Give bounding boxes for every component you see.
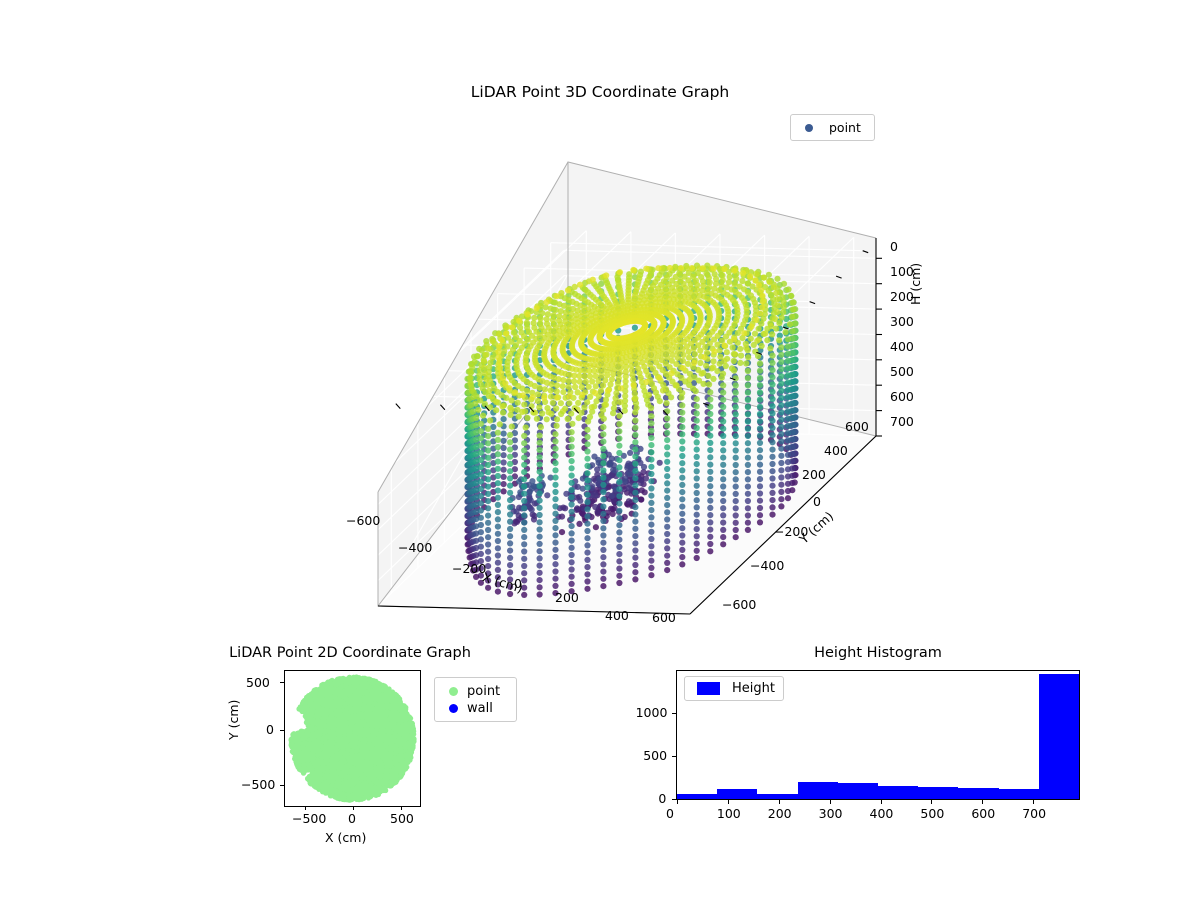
plot3d-ytick-4: 200 — [802, 467, 826, 482]
plot2d-ylabel: Y (cm) — [226, 700, 241, 740]
histogram-bar — [918, 787, 958, 799]
plot2d-ytickmark-0 — [280, 785, 284, 786]
plot2d-ytick-1: 0 — [266, 722, 274, 737]
histogram-ytickmark-1 — [672, 756, 676, 757]
histogram-bar — [999, 789, 1039, 799]
histogram-xtick-5: 500 — [920, 806, 944, 821]
histogram-xtickmark-5 — [931, 800, 932, 804]
histogram-xtickmark-0 — [677, 800, 678, 804]
histogram-xtickmark-7 — [1033, 800, 1034, 804]
histogram-ytick-1: 500 — [643, 748, 667, 763]
histogram-xtick-6: 600 — [971, 806, 995, 821]
height-color-swatch — [697, 682, 720, 695]
plot2d-xtickmark-1 — [353, 806, 354, 810]
plot3d-ytick-3: 0 — [813, 494, 821, 509]
histogram-xtick-2: 200 — [768, 806, 792, 821]
histogram-title: Height Histogram — [678, 645, 1078, 661]
figure-canvas: LiDAR Point 3D Coordinate Graph point — [0, 0, 1200, 900]
plot2d-ytickmark-2 — [280, 682, 284, 683]
plot2d-title: LiDAR Point 2D Coordinate Graph — [150, 645, 550, 661]
histogram-bar — [838, 783, 878, 799]
plot2d-points — [289, 674, 417, 802]
point-marker-icon — [449, 687, 458, 696]
plot3d-canvas — [300, 120, 940, 630]
plot3d-xtick-5: 400 — [605, 608, 629, 623]
plot3d-xtick-4: 200 — [555, 590, 579, 605]
plot2d-xtickmark-0 — [305, 806, 306, 810]
plot3d-ztick-5: 500 — [890, 364, 914, 379]
plot2d-axes[interactable] — [284, 670, 421, 807]
histogram-ytickmark-2 — [672, 713, 676, 714]
plot3d-xtick-2: −200 — [452, 561, 486, 576]
histogram-legend[interactable]: Height — [684, 676, 784, 701]
plot3d-ytick-0: −600 — [722, 597, 756, 612]
plot3d-ztick-3: 300 — [890, 314, 914, 329]
plot3d-xtick-0: −600 — [346, 513, 380, 528]
plot3d-ztick-6: 600 — [890, 389, 914, 404]
plot3d-ytick-1: −400 — [750, 558, 784, 573]
histogram-xtickmark-4 — [881, 800, 882, 804]
plot2d-canvas — [285, 671, 420, 806]
histogram-bar — [757, 794, 797, 799]
plot3d-ytick-5: 400 — [824, 443, 848, 458]
histogram-xtickmark-3 — [830, 800, 831, 804]
plot2d-xtick-0: −500 — [292, 811, 326, 826]
histogram-xtick-4: 400 — [870, 806, 894, 821]
histogram-xtick-1: 100 — [717, 806, 741, 821]
plot2d-ytick-0: −500 — [241, 777, 275, 792]
legend-item-wall: wall — [443, 700, 508, 717]
legend-label-height: Height — [732, 681, 775, 696]
legend-label-point: point — [467, 684, 500, 699]
plot2d-xtick-1: 0 — [348, 811, 356, 826]
plot2d-legend[interactable]: point wall — [434, 677, 517, 722]
wall-marker-icon — [449, 704, 458, 713]
histogram-bar — [798, 782, 838, 799]
plot2d-xlabel: X (cm) — [325, 830, 366, 845]
histogram-bar — [1039, 674, 1079, 799]
histogram-xtickmark-2 — [779, 800, 780, 804]
plot3d-title: LiDAR Point 3D Coordinate Graph — [0, 83, 1200, 101]
plot3d-zlabel: H (cm) — [908, 263, 923, 305]
histogram-xtickmark-6 — [982, 800, 983, 804]
histogram-ytickmark-0 — [672, 799, 676, 800]
plot3d-xtick-1: −400 — [398, 540, 432, 555]
plot3d-ytick-6: 600 — [845, 419, 869, 434]
histogram-bar — [958, 788, 998, 799]
histogram-bar — [717, 789, 757, 799]
legend-label-wall: wall — [467, 701, 493, 716]
plot3d-xtick-6: 600 — [652, 610, 676, 625]
legend-item-point: point — [443, 683, 508, 700]
legend-item-height: Height — [693, 681, 775, 696]
plot2d-xtick-2: 500 — [390, 811, 414, 826]
plot3d-ztick-0: 0 — [890, 239, 898, 254]
plot2d-xtickmark-2 — [401, 806, 402, 810]
plot2d-ytick-2: 500 — [246, 675, 270, 690]
plot3d-axes[interactable]: −600 −400 −200 0 200 400 600 X (cm) −600… — [300, 120, 940, 630]
plot3d-ztick-7: 700 — [890, 414, 914, 429]
histogram-xtick-3: 300 — [819, 806, 843, 821]
histogram-ytick-0: 0 — [658, 791, 666, 806]
histogram-bar — [677, 794, 717, 799]
histogram-ytick-2: 1000 — [636, 705, 668, 720]
plot3d-ztick-4: 400 — [890, 339, 914, 354]
histogram-xtickmark-1 — [728, 800, 729, 804]
plot2d-ytickmark-1 — [280, 730, 284, 731]
histogram-xtick-7: 700 — [1022, 806, 1046, 821]
histogram-bar — [878, 786, 918, 799]
histogram-xtick-0: 0 — [666, 806, 674, 821]
